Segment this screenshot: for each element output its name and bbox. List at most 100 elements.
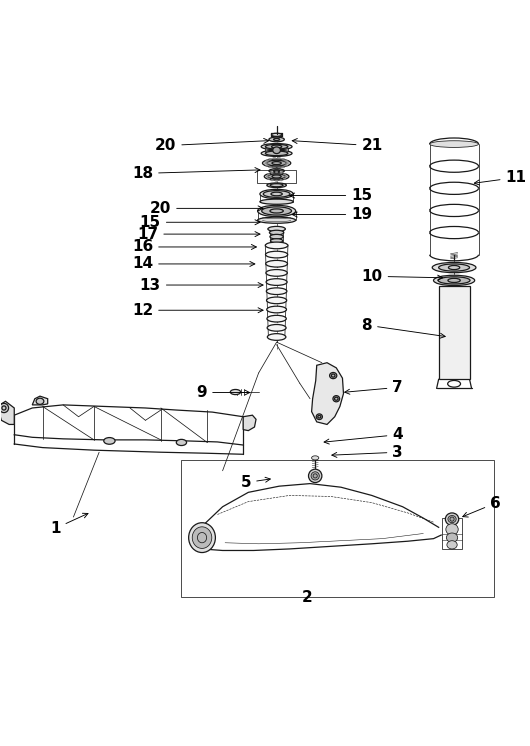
Ellipse shape xyxy=(267,316,286,322)
Ellipse shape xyxy=(258,217,296,223)
Text: 6: 6 xyxy=(463,495,501,517)
Ellipse shape xyxy=(271,180,273,181)
Ellipse shape xyxy=(432,263,476,273)
Text: 21: 21 xyxy=(292,138,383,153)
Ellipse shape xyxy=(262,159,291,167)
Ellipse shape xyxy=(258,205,296,216)
Ellipse shape xyxy=(275,172,278,173)
Ellipse shape xyxy=(285,160,288,162)
Ellipse shape xyxy=(266,144,288,149)
Ellipse shape xyxy=(283,174,286,175)
Ellipse shape xyxy=(330,372,337,379)
Ellipse shape xyxy=(176,439,187,445)
Text: 17: 17 xyxy=(137,227,260,242)
Polygon shape xyxy=(32,396,48,405)
Ellipse shape xyxy=(273,157,276,159)
Ellipse shape xyxy=(189,523,215,553)
Ellipse shape xyxy=(271,172,273,174)
Ellipse shape xyxy=(266,288,287,295)
Ellipse shape xyxy=(269,166,272,168)
Ellipse shape xyxy=(281,166,285,168)
Ellipse shape xyxy=(263,191,290,198)
Text: 19: 19 xyxy=(292,207,373,222)
Text: 13: 13 xyxy=(140,278,263,292)
Ellipse shape xyxy=(266,269,287,276)
Ellipse shape xyxy=(430,141,479,148)
Ellipse shape xyxy=(264,163,268,164)
Ellipse shape xyxy=(267,174,270,175)
Ellipse shape xyxy=(0,404,8,413)
Ellipse shape xyxy=(267,325,286,331)
Ellipse shape xyxy=(269,169,284,173)
Ellipse shape xyxy=(267,178,270,180)
Ellipse shape xyxy=(266,151,288,156)
Ellipse shape xyxy=(270,234,284,239)
Ellipse shape xyxy=(280,180,282,181)
Text: 3: 3 xyxy=(332,445,403,460)
Ellipse shape xyxy=(285,176,287,178)
Text: 16: 16 xyxy=(132,239,257,254)
Ellipse shape xyxy=(36,398,44,404)
Text: 10: 10 xyxy=(361,269,443,283)
Ellipse shape xyxy=(311,471,319,480)
Ellipse shape xyxy=(104,438,115,445)
Ellipse shape xyxy=(333,395,340,402)
Ellipse shape xyxy=(308,469,322,483)
Ellipse shape xyxy=(267,183,286,187)
Ellipse shape xyxy=(266,242,288,248)
Ellipse shape xyxy=(266,251,288,258)
Ellipse shape xyxy=(261,143,292,150)
Text: 11: 11 xyxy=(474,170,526,185)
Ellipse shape xyxy=(268,226,285,231)
Ellipse shape xyxy=(269,137,284,142)
Text: 4: 4 xyxy=(324,427,403,444)
Ellipse shape xyxy=(260,199,293,204)
Ellipse shape xyxy=(267,297,287,304)
Ellipse shape xyxy=(446,524,458,535)
Ellipse shape xyxy=(273,167,276,169)
Text: 15: 15 xyxy=(140,215,260,230)
Ellipse shape xyxy=(273,147,280,154)
Text: 5: 5 xyxy=(241,475,270,490)
Ellipse shape xyxy=(285,165,288,166)
Ellipse shape xyxy=(277,157,280,159)
Text: 8: 8 xyxy=(361,318,445,338)
Bar xyxy=(181,460,494,597)
Text: 1: 1 xyxy=(50,513,88,536)
Ellipse shape xyxy=(286,163,288,164)
Ellipse shape xyxy=(266,279,287,286)
Ellipse shape xyxy=(260,189,293,198)
Ellipse shape xyxy=(267,160,286,166)
Ellipse shape xyxy=(316,414,322,419)
Ellipse shape xyxy=(267,306,287,313)
Ellipse shape xyxy=(262,207,292,215)
Text: 18: 18 xyxy=(132,166,260,181)
Ellipse shape xyxy=(266,176,269,178)
Text: 2: 2 xyxy=(302,590,313,605)
Ellipse shape xyxy=(445,513,459,525)
Ellipse shape xyxy=(447,541,457,549)
Bar xyxy=(257,170,296,183)
Ellipse shape xyxy=(267,333,286,340)
Ellipse shape xyxy=(266,160,269,162)
Text: 12: 12 xyxy=(132,303,263,318)
Ellipse shape xyxy=(275,180,278,181)
Ellipse shape xyxy=(266,165,269,166)
Text: 15: 15 xyxy=(290,188,373,203)
Ellipse shape xyxy=(269,231,284,235)
Text: 20: 20 xyxy=(150,201,263,216)
Ellipse shape xyxy=(264,173,289,180)
Ellipse shape xyxy=(448,515,456,523)
Ellipse shape xyxy=(283,178,286,180)
Ellipse shape xyxy=(266,260,287,267)
Polygon shape xyxy=(0,401,14,424)
Ellipse shape xyxy=(268,174,285,179)
Text: 20: 20 xyxy=(155,138,269,153)
Ellipse shape xyxy=(439,264,470,271)
Ellipse shape xyxy=(192,527,212,548)
Bar xyxy=(441,518,462,549)
Ellipse shape xyxy=(280,172,282,174)
Polygon shape xyxy=(312,363,343,424)
Ellipse shape xyxy=(312,456,319,460)
Text: 9: 9 xyxy=(197,385,250,400)
